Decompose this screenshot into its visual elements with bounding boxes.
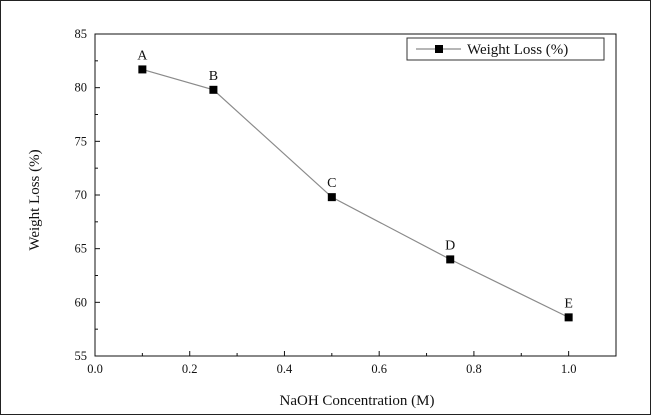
x-tick-label: 0.8 — [466, 362, 482, 376]
series-line — [142, 68, 569, 318]
axis-ticks: 0.0 0.2 0.4 0.6 0.8 1.0 55 60 65 70 75 80 85 — [75, 27, 617, 376]
axes — [94, 33, 617, 357]
legend-marker — [435, 45, 443, 53]
data-point-marker — [138, 65, 147, 74]
x-tick-label: 1.0 — [561, 362, 577, 376]
x-tick-label: 0.6 — [371, 362, 387, 376]
y-tick-label: 55 — [75, 349, 88, 363]
x-axis-title: NaOH Concentration (M) — [280, 393, 435, 409]
data-point-label: D — [445, 238, 455, 253]
data-point-label: A — [137, 48, 148, 63]
legend-box — [406, 37, 605, 61]
data-point-marker — [564, 313, 573, 322]
y-tick-label: 85 — [75, 27, 88, 41]
y-tick-label: 80 — [75, 81, 88, 95]
x-tick-label: 0.0 — [87, 362, 103, 376]
legend-label: Weight Loss (%) — [467, 42, 568, 58]
y-tick-label: 65 — [75, 242, 88, 256]
data-point-label: E — [564, 296, 573, 311]
y-tick-label: 75 — [75, 134, 88, 148]
data-point-label: B — [209, 69, 218, 84]
y-axis-title: Weight Loss (%) — [27, 149, 43, 250]
data-point-marker — [327, 193, 336, 202]
y-tick-label: 60 — [75, 295, 88, 309]
x-tick-label: 0.2 — [182, 362, 198, 376]
x-tick-label: 0.4 — [277, 362, 293, 376]
data-point-marker — [209, 85, 218, 94]
data-point-marker — [446, 255, 455, 264]
series-layer: A B C D E — [137, 48, 573, 322]
plot-area-border — [94, 33, 617, 357]
legend: Weight Loss (%) — [406, 37, 605, 61]
y-tick-label: 70 — [75, 188, 88, 202]
data-point-label: C — [327, 176, 336, 191]
